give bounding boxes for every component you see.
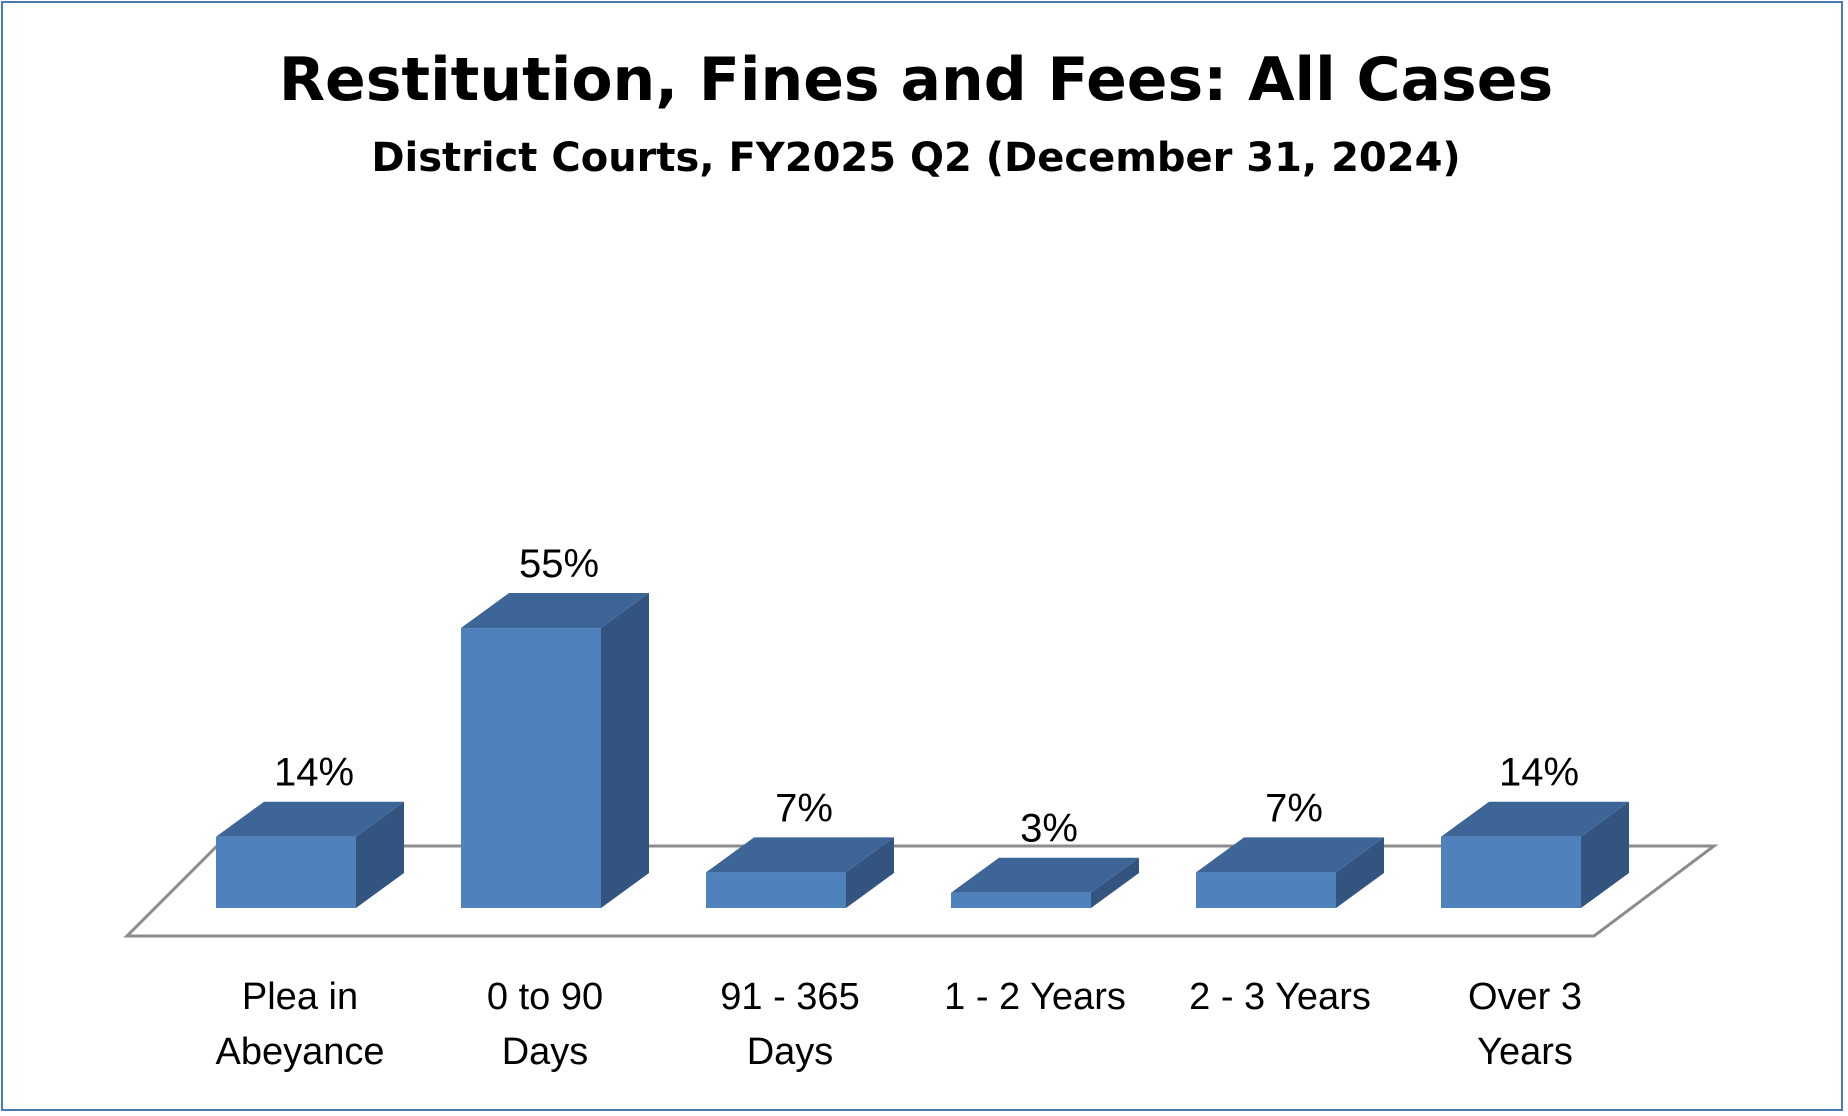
bar-top	[951, 857, 1139, 893]
bar-side	[601, 593, 649, 908]
bar-side	[1091, 857, 1139, 908]
bar-top	[706, 837, 894, 873]
chart-floor	[123, 844, 1719, 938]
bar-4	[951, 857, 1139, 908]
bar-top	[1196, 837, 1384, 873]
bar-group	[216, 593, 1629, 908]
category-label: 1 - 2 Years	[944, 976, 1126, 1018]
bar-front	[706, 872, 846, 908]
bar-front	[216, 836, 356, 908]
category-label: Plea in Abeyance	[215, 976, 384, 1073]
data-label: 3%	[1020, 807, 1078, 851]
chart-subtitle: District Courts, FY2025 Q2 (December 31,…	[371, 135, 1460, 181]
data-label: 14%	[1499, 751, 1579, 795]
bar-top	[461, 593, 649, 629]
bar-top	[216, 801, 404, 837]
bar-front	[461, 628, 601, 908]
bar-front	[951, 892, 1091, 908]
bar-side	[1581, 801, 1629, 908]
bar-side	[846, 837, 894, 908]
data-label: 14%	[274, 751, 354, 795]
bar-front	[1441, 836, 1581, 908]
category-label: Over 3 Years	[1468, 976, 1582, 1073]
bar-side	[356, 801, 404, 908]
category-label: 91 - 365 Days	[720, 976, 859, 1073]
bar-side	[1336, 837, 1384, 908]
data-label: 7%	[775, 786, 833, 830]
bar-3	[706, 837, 894, 908]
bar-5	[1196, 837, 1384, 908]
chart-title: Restitution, Fines and Fees: All Cases	[279, 45, 1553, 115]
bar-6	[1441, 801, 1629, 908]
bar-top	[1441, 801, 1629, 837]
bar-2	[461, 593, 649, 908]
data-label: 7%	[1265, 786, 1323, 830]
data-label-group: 14% 55% 7% 3% 7% 14%	[274, 542, 1579, 851]
category-label-group: Plea in Abeyance 0 to 90 Days 91 - 365 Days 1 …	[215, 976, 1582, 1073]
data-label: 55%	[519, 542, 599, 586]
bar-front	[1196, 872, 1336, 908]
category-label: 2 - 3 Years	[1189, 976, 1371, 1018]
category-label: 0 to 90 Days	[487, 976, 603, 1073]
bar-1	[216, 801, 404, 908]
